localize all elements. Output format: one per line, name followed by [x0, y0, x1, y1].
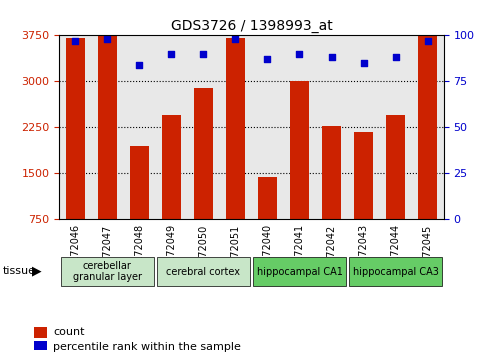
Text: ▶: ▶	[32, 264, 42, 277]
FancyBboxPatch shape	[157, 257, 250, 286]
Text: count: count	[54, 327, 85, 337]
Bar	[34, 341, 47, 352]
Point	[199, 51, 207, 57]
Point	[71, 38, 79, 44]
Bar	[322, 126, 341, 219]
FancyBboxPatch shape	[61, 257, 154, 286]
Point	[263, 57, 271, 62]
Bar	[98, 31, 117, 219]
Point	[167, 51, 176, 57]
Bar	[226, 38, 245, 219]
Bar	[354, 132, 373, 219]
Bar	[418, 28, 437, 219]
Point	[295, 51, 303, 57]
Text: cerebellar
granular layer: cerebellar granular layer	[73, 261, 141, 282]
Bar	[130, 146, 149, 219]
Bar	[66, 39, 85, 219]
Bar	[162, 115, 181, 219]
Point	[231, 36, 239, 42]
Point	[135, 62, 143, 68]
FancyBboxPatch shape	[253, 257, 346, 286]
Point	[359, 60, 367, 66]
Bar	[194, 87, 213, 219]
Bar	[258, 177, 277, 219]
Text: tissue: tissue	[2, 266, 35, 276]
Point	[391, 55, 399, 60]
Point	[327, 55, 335, 60]
Text: percentile rank within the sample: percentile rank within the sample	[54, 342, 242, 352]
Bar	[34, 326, 47, 338]
Bar	[386, 115, 405, 219]
Bar	[290, 81, 309, 219]
Point	[103, 36, 111, 42]
Point	[423, 38, 432, 44]
FancyBboxPatch shape	[349, 257, 442, 286]
Text: hippocampal CA3: hippocampal CA3	[352, 267, 439, 277]
Title: GDS3726 / 1398993_at: GDS3726 / 1398993_at	[171, 19, 332, 33]
Text: cerebral cortex: cerebral cortex	[166, 267, 241, 277]
Text: hippocampal CA1: hippocampal CA1	[256, 267, 343, 277]
